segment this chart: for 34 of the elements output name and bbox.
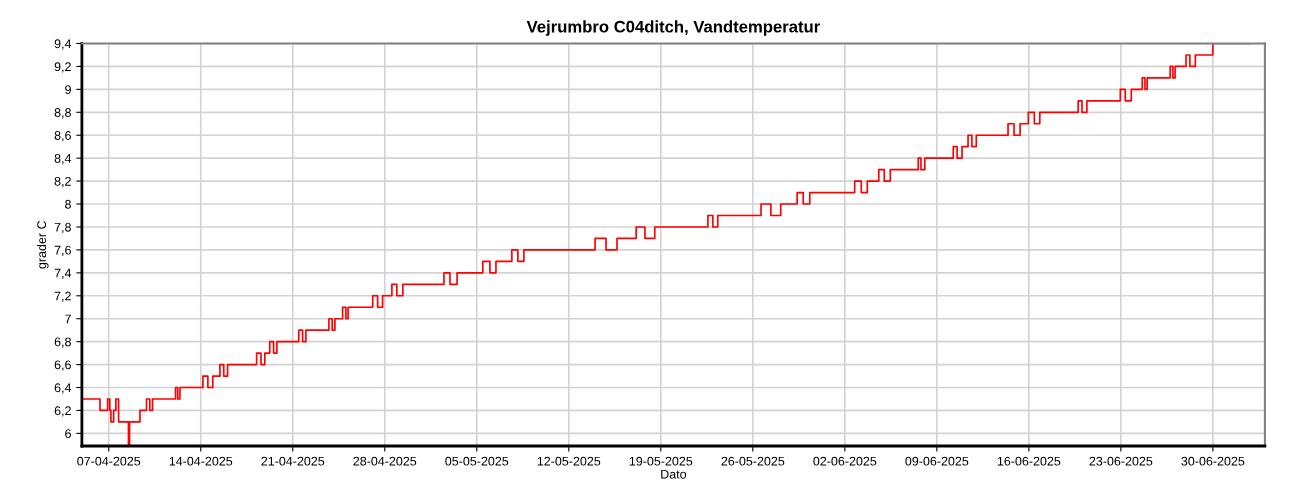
y-tick-label: 7,4: [54, 268, 72, 279]
x-tick-label: 16-06-2025: [997, 456, 1061, 466]
y-tick-label: 8,2: [54, 176, 71, 188]
y-axis-title: grader C: [36, 220, 49, 269]
x-tick-label: 23-06-2025: [1089, 456, 1153, 466]
chart-title: Vejrumbro C04ditch, Vandtemperatur: [526, 20, 820, 36]
y-tick-label: 8: [65, 199, 71, 209]
x-axis-title: Dato: [661, 469, 687, 479]
x-tick-label: 09-06-2025: [905, 456, 969, 466]
y-tick-label: 6: [65, 429, 71, 439]
x-tick-label: 07-04-2025: [77, 456, 141, 466]
x-tick-label: 21-04-2025: [261, 456, 325, 466]
y-tick-label: 9,4: [54, 39, 72, 50]
y-tick-label: 9: [65, 85, 71, 95]
x-tick-label: 12-05-2025: [537, 456, 601, 466]
y-tick-label: 6,8: [54, 337, 71, 348]
x-tick-label: 30-06-2025: [1181, 456, 1245, 466]
y-tick-label: 7,8: [54, 222, 71, 234]
x-tick-label: 14-04-2025: [169, 456, 233, 466]
x-tick-label: 28-04-2025: [353, 456, 417, 466]
y-tick-label: 7,2: [54, 291, 71, 302]
y-tick-label: 9,2: [54, 62, 71, 73]
y-tick-label: 6,4: [54, 383, 72, 394]
y-tick-label: 6,6: [54, 360, 71, 371]
y-tick-label: 8,4: [54, 153, 72, 165]
x-tick-label: 05-05-2025: [445, 456, 509, 466]
x-tick-label: 02-06-2025: [813, 456, 877, 466]
x-tick-label: 26-05-2025: [721, 456, 785, 466]
x-tick-label: 19-05-2025: [629, 456, 693, 466]
y-tick-label: 6,2: [54, 406, 71, 417]
y-tick-label: 8,8: [54, 108, 71, 119]
y-tick-label: 8,6: [54, 131, 71, 142]
y-tick-label: 7,6: [54, 245, 71, 257]
y-tick-label: 7: [65, 314, 71, 324]
